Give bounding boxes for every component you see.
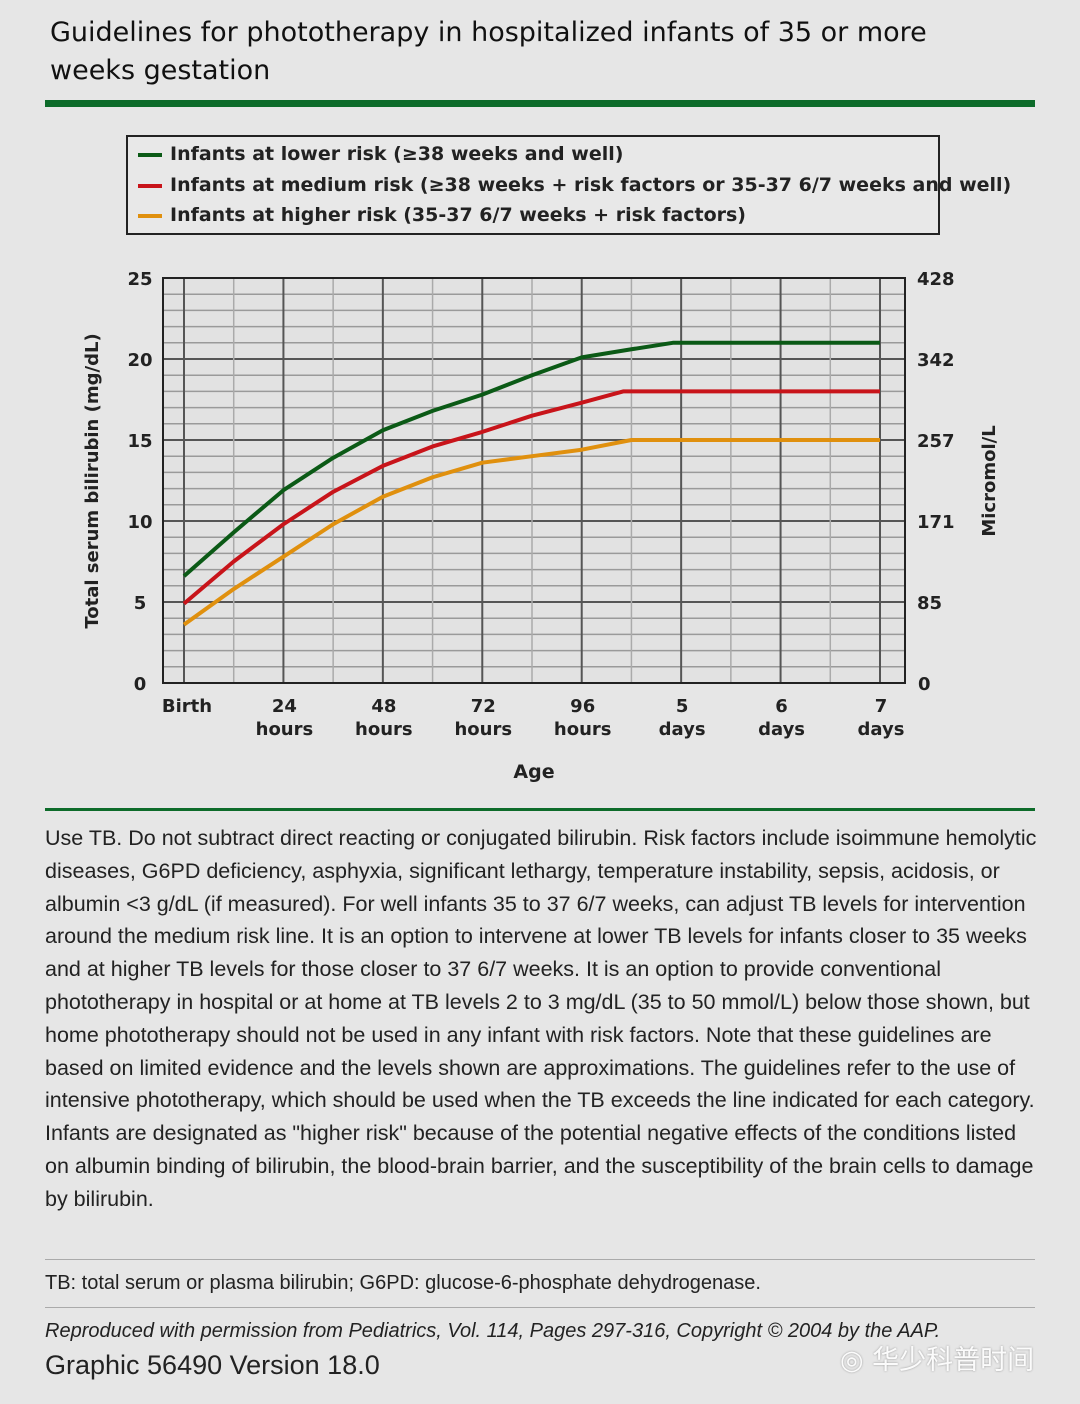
- x-tick-label: hours: [256, 719, 314, 740]
- x-tick-label: hours: [554, 719, 612, 740]
- y2-tick-label: 342: [917, 350, 955, 371]
- x-tick-label: Birth: [162, 696, 212, 717]
- y2-tick-label: 257: [917, 431, 955, 452]
- x-tick-label: days: [659, 719, 706, 740]
- x-tick-label: 24: [272, 696, 297, 717]
- x-tick-label: days: [758, 719, 805, 740]
- y-tick-label: 0: [134, 674, 147, 695]
- chart-legend: Infants at lower risk (≥38 weeks and wel…: [126, 135, 1011, 235]
- x-tick-label: 96: [570, 696, 595, 717]
- legend-swatch: [138, 213, 162, 218]
- y2-tick-label: 428: [917, 269, 955, 290]
- x-tick-label: 7: [875, 696, 888, 717]
- series-line-1: [182, 389, 880, 606]
- y2-axis-label: Micromol/L: [979, 425, 1000, 536]
- x-tick-label: 72: [471, 696, 496, 717]
- divider: [45, 1307, 1035, 1308]
- series-line-0: [182, 340, 880, 578]
- y-tick-label: 10: [127, 512, 152, 533]
- x-tick-label: 5: [676, 696, 689, 717]
- y-tick-label: 20: [127, 350, 152, 371]
- x-axis-label: Age: [513, 761, 554, 783]
- chart-divider: [45, 808, 1035, 811]
- source-citation: Reproduced with permission from Pediatri…: [45, 1320, 941, 1342]
- x-tick-label: days: [858, 719, 905, 740]
- y2-tick-label: 85: [917, 593, 942, 614]
- x-tick-label: hours: [355, 719, 413, 740]
- legend-item-lower-risk: Infants at lower risk (≥38 weeks and wel…: [138, 139, 623, 169]
- title-divider: [45, 100, 1035, 107]
- legend-item-higher-risk: Infants at higher risk (35-37 6/7 weeks …: [138, 200, 746, 230]
- graphic-id: Graphic 56490 Version 18.0: [45, 1350, 380, 1380]
- watermark: ◎ 华少科普时间: [840, 1345, 1035, 1376]
- x-tick-label: 48: [371, 696, 396, 717]
- y2-tick-label: 171: [917, 512, 955, 533]
- x-tick-label: hours: [454, 719, 512, 740]
- plot-border: [162, 277, 906, 684]
- plot-area: [163, 278, 905, 683]
- divider: [45, 1259, 1035, 1260]
- legend-item-medium-risk: Infants at medium risk (≥38 weeks + risk…: [138, 170, 1011, 200]
- series-line-2: [182, 438, 880, 627]
- y-axis-label: Total serum bilirubin (mg/dL): [82, 333, 103, 628]
- description-text: Use TB. Do not subtract direct reacting …: [45, 826, 1037, 1211]
- y-tick-label: 25: [127, 269, 152, 290]
- footnote: TB: total serum or plasma bilirubin; G6P…: [45, 1272, 761, 1294]
- legend-swatch: [138, 183, 162, 188]
- page-title: Guidelines for phototherapy in hospitali…: [50, 17, 927, 86]
- y-tick-label: 15: [127, 431, 152, 452]
- y-tick-label: 5: [134, 593, 147, 614]
- x-tick-label: 6: [775, 696, 788, 717]
- y2-tick-label: 0: [918, 674, 931, 695]
- legend-swatch: [138, 152, 162, 157]
